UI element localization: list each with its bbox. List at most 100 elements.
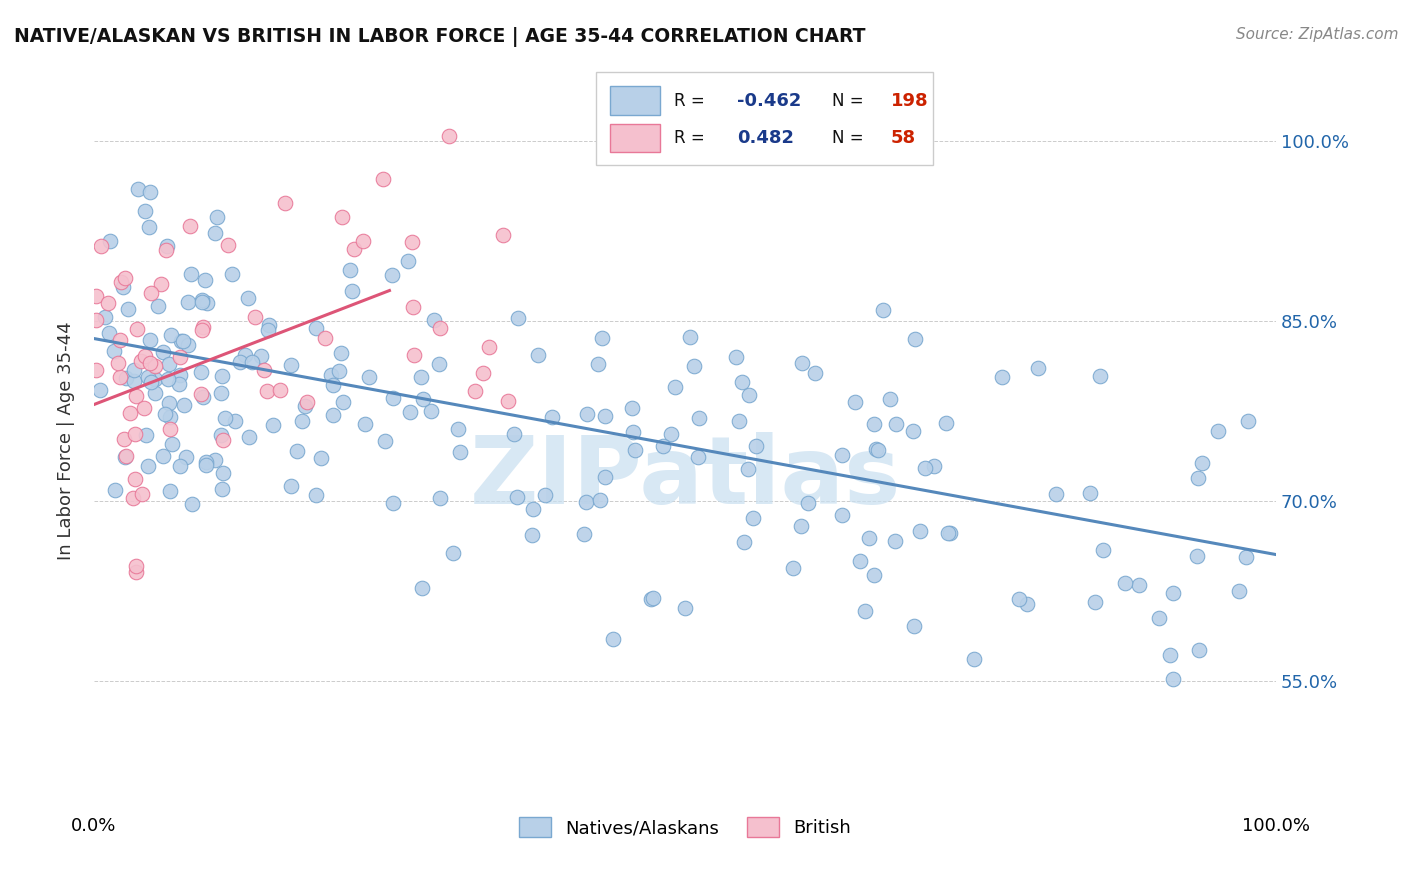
Point [253, 362, 276, 376]
Point [595, 469, 617, 483]
Point [211, 369, 233, 384]
Point [285, 444, 308, 458]
Point [1161, 586, 1184, 600]
Point [359, 370, 381, 384]
Point [159, 328, 181, 343]
Point [138, 219, 160, 234]
Point [127, 321, 149, 335]
Point [831, 448, 853, 462]
Point [686, 450, 709, 465]
Point [114, 271, 136, 285]
Point [522, 502, 544, 516]
Point [422, 313, 444, 327]
Point [1185, 549, 1208, 564]
Point [236, 291, 259, 305]
Point [110, 276, 132, 290]
Point [125, 565, 148, 579]
Point [329, 346, 352, 360]
Point [152, 449, 174, 463]
Point [194, 458, 217, 472]
Point [922, 458, 945, 473]
Point [122, 491, 145, 505]
Point [478, 340, 501, 354]
Point [256, 384, 278, 398]
Point [447, 422, 470, 436]
Point [731, 376, 754, 390]
Point [159, 410, 181, 425]
Point [159, 484, 181, 499]
Point [204, 453, 226, 467]
Point [322, 409, 344, 423]
Text: R =: R = [675, 92, 704, 110]
Point [641, 591, 664, 605]
Point [849, 554, 872, 568]
Point [328, 364, 350, 378]
Point [865, 442, 887, 457]
Point [170, 334, 193, 348]
Point [86, 289, 108, 303]
Point [90, 238, 112, 252]
Point [180, 267, 202, 281]
Point [193, 273, 215, 287]
Point [141, 376, 163, 390]
Point [191, 293, 214, 307]
Point [936, 525, 959, 540]
Point [782, 561, 804, 575]
Point [853, 604, 876, 618]
Point [174, 450, 197, 465]
Point [214, 410, 236, 425]
Point [624, 442, 647, 457]
Text: R =: R = [675, 128, 704, 146]
Point [844, 394, 866, 409]
Point [990, 369, 1012, 384]
Point [522, 527, 544, 541]
Point [169, 458, 191, 473]
Point [682, 359, 704, 373]
Point [1092, 543, 1115, 558]
Point [152, 345, 174, 359]
Point [157, 358, 180, 372]
Point [402, 300, 425, 314]
Point [1080, 486, 1102, 500]
Point [134, 203, 156, 218]
Text: -0.462: -0.462 [737, 92, 801, 110]
Point [1147, 610, 1170, 624]
Point [727, 414, 749, 428]
Point [204, 227, 226, 241]
Point [169, 368, 191, 382]
Point [294, 400, 316, 414]
Point [146, 299, 169, 313]
Point [139, 333, 162, 347]
Point [124, 472, 146, 486]
Point [103, 343, 125, 358]
Point [112, 280, 135, 294]
Text: 58: 58 [890, 128, 915, 146]
Point [908, 524, 931, 538]
Point [160, 436, 183, 450]
Point [790, 519, 813, 533]
Point [115, 450, 138, 464]
Point [437, 129, 460, 144]
Text: 0.482: 0.482 [737, 128, 794, 146]
Point [935, 416, 957, 430]
Text: N =: N = [831, 92, 863, 110]
Text: 198: 198 [890, 92, 928, 110]
Legend: Natives/Alaskans, British: Natives/Alaskans, British [512, 810, 859, 845]
Point [125, 389, 148, 403]
Point [84, 362, 107, 376]
Point [229, 355, 252, 369]
Point [156, 238, 179, 252]
Point [868, 442, 890, 457]
Point [89, 383, 111, 397]
Point [291, 414, 314, 428]
Point [117, 302, 139, 317]
Point [939, 525, 962, 540]
Point [269, 383, 291, 397]
Point [1234, 550, 1257, 565]
Point [1114, 576, 1136, 591]
Point [180, 496, 202, 510]
Point [221, 268, 243, 282]
Point [129, 353, 152, 368]
Point [353, 417, 375, 431]
Point [664, 380, 686, 394]
